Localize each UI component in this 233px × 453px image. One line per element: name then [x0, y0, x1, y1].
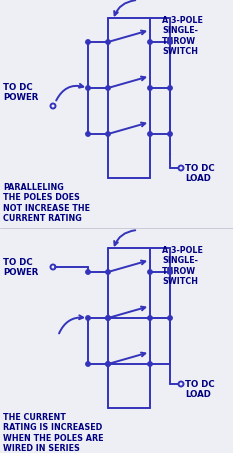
Circle shape	[106, 316, 110, 320]
Circle shape	[106, 86, 110, 90]
Circle shape	[168, 316, 172, 320]
Circle shape	[86, 270, 90, 274]
Text: TO DC
POWER: TO DC POWER	[3, 83, 38, 102]
Text: A 3-POLE
SINGLE-
THROW
SWITCH: A 3-POLE SINGLE- THROW SWITCH	[162, 246, 203, 286]
Circle shape	[148, 270, 152, 274]
Circle shape	[168, 270, 172, 274]
Text: PARALLELING
THE POLES DOES
NOT INCREASE THE
CURRENT RATING: PARALLELING THE POLES DOES NOT INCREASE …	[3, 183, 90, 223]
Circle shape	[86, 362, 90, 366]
Circle shape	[148, 362, 152, 366]
Text: TO DC
LOAD: TO DC LOAD	[185, 380, 215, 400]
Circle shape	[86, 40, 90, 44]
Text: THE CURRENT
RATING IS INCREASED
WHEN THE POLES ARE
WIRED IN SERIES: THE CURRENT RATING IS INCREASED WHEN THE…	[3, 413, 103, 453]
Circle shape	[106, 40, 110, 44]
Text: A 3-POLE
SINGLE-
THROW
SWITCH: A 3-POLE SINGLE- THROW SWITCH	[162, 16, 203, 56]
Text: TO DC
POWER: TO DC POWER	[3, 258, 38, 277]
Text: TO DC
LOAD: TO DC LOAD	[185, 164, 215, 183]
Circle shape	[148, 132, 152, 136]
Circle shape	[148, 40, 152, 44]
Circle shape	[148, 86, 152, 90]
Circle shape	[168, 132, 172, 136]
Circle shape	[106, 362, 110, 366]
Circle shape	[86, 316, 90, 320]
Circle shape	[106, 316, 110, 320]
Circle shape	[86, 132, 90, 136]
Circle shape	[148, 316, 152, 320]
Circle shape	[86, 86, 90, 90]
Circle shape	[106, 362, 110, 366]
Circle shape	[106, 132, 110, 136]
Circle shape	[168, 40, 172, 44]
Circle shape	[168, 86, 172, 90]
Circle shape	[106, 270, 110, 274]
